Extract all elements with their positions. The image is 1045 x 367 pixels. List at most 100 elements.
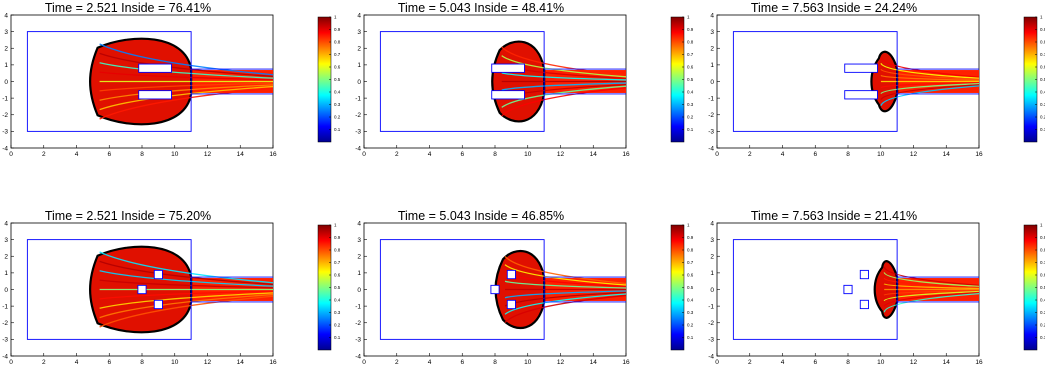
y-tick-label: 0 [710, 79, 714, 86]
y-tick-label: -1 [708, 303, 714, 310]
x-tick-label: 14 [237, 151, 245, 158]
x-tick-label: 2 [748, 151, 752, 158]
y-tick-label: 3 [710, 237, 714, 244]
flow-streak [501, 46, 626, 76]
colorbar-tick-label: 0.8 [1040, 248, 1045, 253]
x-tick-label: 8 [493, 151, 497, 158]
x-tick-label: 6 [107, 359, 111, 366]
plot-area [491, 40, 626, 123]
colorbar-tick-label: 0.1 [687, 127, 694, 132]
flow-streak [504, 290, 626, 299]
chart-title: Time = 2.521 Inside = 75.20% [45, 209, 211, 223]
colorbar-tick-label: 0.5 [334, 77, 341, 82]
colorbar-tick-label: 0.9 [687, 235, 694, 240]
y-tick-label: -4 [355, 145, 361, 152]
x-tick-label: 0 [9, 151, 13, 158]
room-outline [379, 31, 545, 132]
obstacle [859, 269, 869, 280]
chart-title: Time = 5.043 Inside = 48.41% [398, 1, 564, 15]
flow-streak [501, 55, 626, 78]
y-tick-label: 0 [4, 79, 8, 86]
colorbar-tick-label: 0.7 [334, 52, 341, 57]
y-tick-label: 4 [4, 12, 8, 19]
colorbar-tick-label: 0.5 [687, 285, 694, 290]
y-tick-label: -3 [355, 337, 361, 344]
y-tick-label: 2 [357, 254, 361, 261]
y-tick-label: 3 [4, 29, 8, 36]
x-tick-label: 16 [622, 151, 630, 158]
y-tick-label: -2 [2, 320, 8, 327]
colorbar-tick-label: 0.5 [1040, 285, 1045, 290]
flow-streak [880, 85, 979, 107]
x-tick-label: 8 [140, 151, 144, 158]
y-tick-label: 2 [710, 46, 714, 53]
x-tick-label: 2 [748, 359, 752, 366]
x-tick-label: 4 [75, 359, 79, 366]
chart-title: Time = 2.521 Inside = 76.41% [45, 1, 211, 15]
y-tick-label: 4 [710, 220, 714, 227]
colorbar-tick-label: 0.7 [1040, 260, 1045, 265]
colorbar-tick-label: 0.8 [687, 248, 694, 253]
flow-streak [99, 260, 273, 286]
colorbar-tick-label: 1 [1040, 223, 1043, 228]
y-tick-label: 3 [357, 237, 361, 244]
obstacle [153, 269, 163, 280]
x-tick-label: 4 [781, 359, 785, 366]
y-tick-label: 3 [357, 29, 361, 36]
obstacle [138, 63, 172, 73]
colorbar-tick-label: 0.2 [687, 323, 694, 328]
x-tick-label: 6 [460, 151, 464, 158]
y-tick-label: 4 [4, 220, 8, 227]
flow-streak [504, 294, 626, 324]
x-tick-label: 12 [557, 151, 565, 158]
y-tick-label: 0 [4, 287, 8, 294]
room-outline [379, 239, 545, 340]
y-tick-label: -1 [708, 95, 714, 102]
flow-streak [880, 81, 979, 89]
x-tick-label: 10 [524, 359, 532, 366]
x-tick-label: 6 [460, 359, 464, 366]
y-tick-label: 1 [357, 270, 361, 277]
x-tick-label: 16 [269, 359, 277, 366]
room-outline [26, 31, 192, 132]
y-tick-label: -2 [708, 112, 714, 119]
y-tick-label: 4 [357, 12, 361, 19]
flow-streak [883, 277, 979, 289]
y-tick-label: 2 [4, 46, 8, 53]
colorbar-tick-label: 0.4 [334, 298, 341, 303]
y-tick-label: -1 [355, 95, 361, 102]
y-tick-label: -2 [2, 112, 8, 119]
colorbar-tick-label: 1 [1040, 15, 1043, 20]
y-tick-label: 3 [710, 29, 714, 36]
colorbar-tick-label: 0.5 [1040, 77, 1045, 82]
y-tick-label: 2 [4, 254, 8, 261]
room-outline [26, 239, 192, 340]
x-tick-label: 4 [781, 151, 785, 158]
y-tick-label: 1 [4, 270, 8, 277]
colorbar-tick-label: 0.1 [334, 127, 341, 132]
colorbar-tick-label: 0.5 [334, 285, 341, 290]
obstacle [490, 284, 500, 295]
flow-streak [504, 255, 626, 285]
flow-streak [883, 272, 979, 288]
x-tick-label: 16 [975, 359, 983, 366]
flow-streak [501, 72, 626, 81]
y-tick-label: 1 [710, 270, 714, 277]
flow-streak [99, 251, 273, 284]
obstacle [506, 269, 516, 280]
y-tick-label: 1 [4, 62, 8, 69]
x-tick-label: 16 [269, 151, 277, 158]
obstacle [859, 299, 869, 310]
colorbar-tick-label: 0.8 [334, 40, 341, 45]
x-tick-label: 2 [42, 359, 46, 366]
flow-streak [99, 295, 273, 328]
y-tick-label: -4 [708, 353, 714, 360]
chart-title: Time = 7.563 Inside = 21.41% [751, 209, 917, 223]
y-tick-label: -3 [2, 337, 8, 344]
colorbar-tick-label: 0.3 [687, 310, 694, 315]
y-tick-label: -3 [708, 129, 714, 136]
x-tick-label: 14 [237, 359, 245, 366]
colorbar-tick-label: 1 [687, 223, 690, 228]
plot-area [873, 260, 979, 319]
flow-streak [504, 264, 626, 286]
